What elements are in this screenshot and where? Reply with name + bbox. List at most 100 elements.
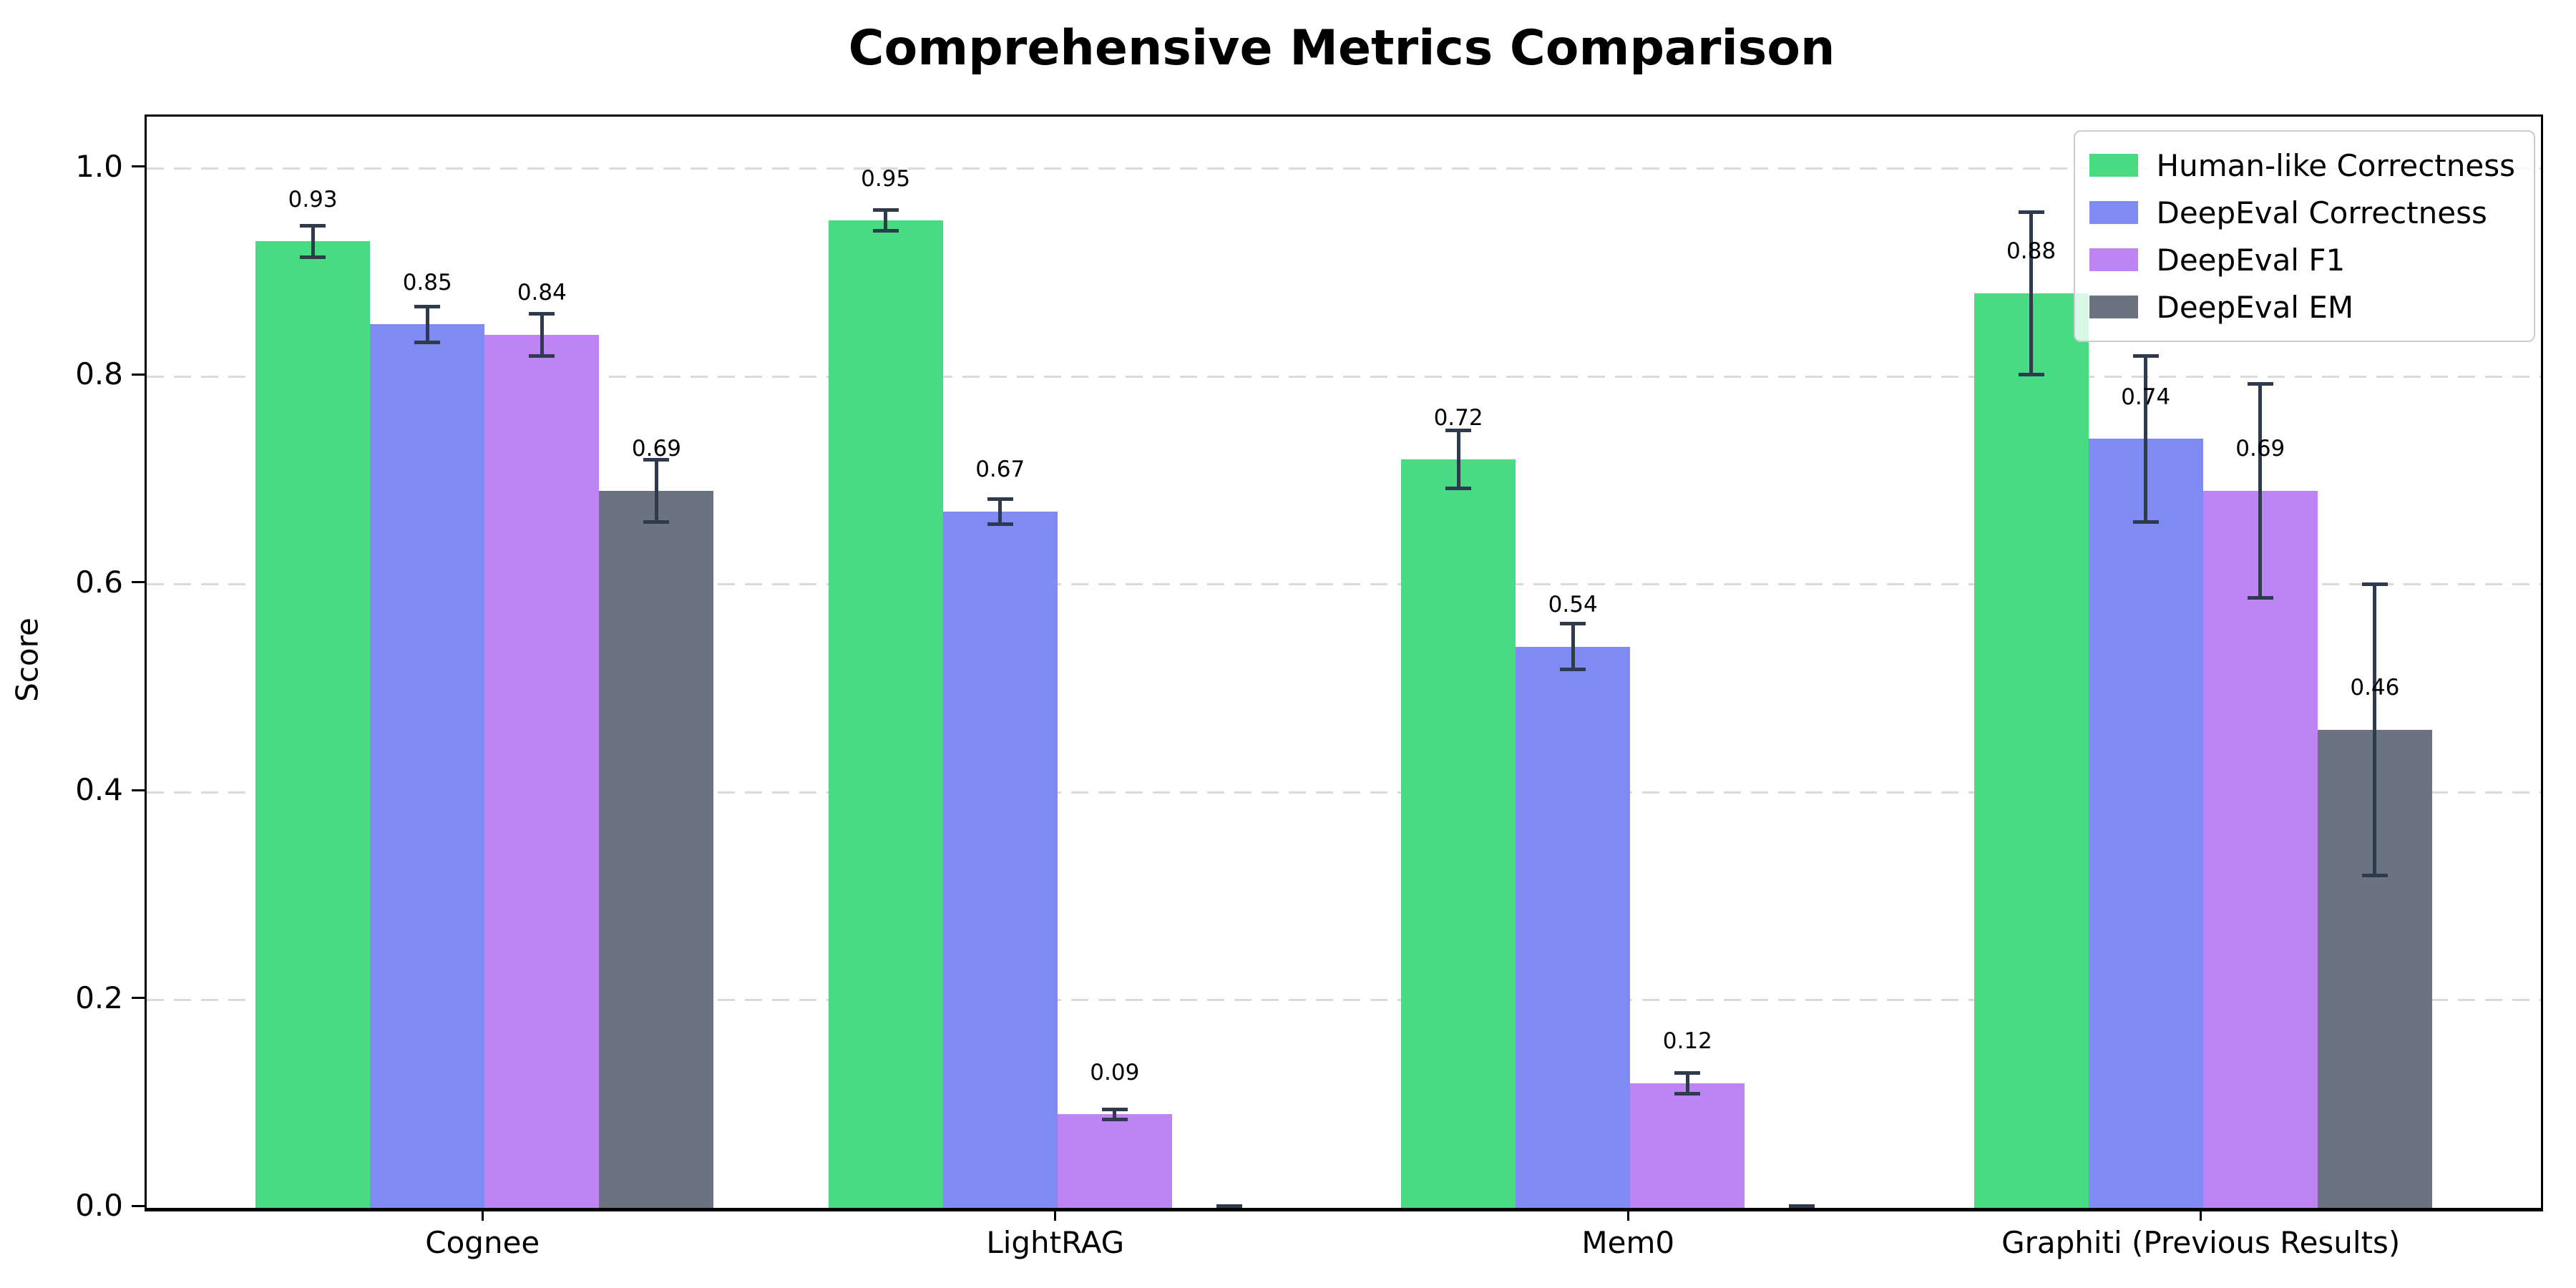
bar-4-3 [2202, 490, 2318, 1208]
bar-2-3 [1057, 1114, 1172, 1208]
y-tick-mark [132, 789, 146, 791]
bar-2-2 [942, 511, 1058, 1208]
error-bar-cap-bottom [2247, 595, 2273, 600]
chart-title: Comprehensive Metrics Comparison [848, 20, 1835, 77]
bar-value-label: 0.72 [1433, 404, 1483, 431]
error-bar-cap-top [529, 312, 555, 316]
error-bar-cap-bottom [1560, 668, 1586, 672]
y-tick-label: 0.4 [75, 772, 123, 808]
legend-swatch [2089, 248, 2138, 271]
error-bar-cap-bottom [643, 519, 670, 524]
error-bar-line [2144, 356, 2148, 522]
legend-item: Human-like Correctness [2089, 142, 2516, 189]
y-tick-mark [132, 581, 146, 584]
error-bar-line [425, 306, 429, 343]
error-bar-cap-top [872, 208, 899, 213]
y-tick-mark [132, 373, 146, 376]
bar-2-1 [828, 220, 943, 1208]
y-tick-mark [132, 1204, 146, 1207]
error-bar-cap-bottom [1101, 1118, 1128, 1122]
error-bar-cap-top [2247, 381, 2273, 386]
bar-value-label: 0.67 [975, 457, 1025, 483]
error-bar-cap-bottom [1674, 1091, 1701, 1096]
legend-item-label: DeepEval F1 [2156, 242, 2346, 278]
error-bar-line [1456, 430, 1460, 489]
error-bar-line [2258, 384, 2263, 598]
bar-value-label: 0.74 [2121, 384, 2171, 410]
y-tick-mark [132, 997, 146, 1000]
error-bar-cap-top [414, 305, 441, 309]
x-tick-label: LightRAG [986, 1225, 1125, 1260]
x-tick-mark [2200, 1209, 2202, 1221]
plot-area: Human-like Correctness DeepEval Correctne… [145, 114, 2543, 1211]
legend-item-label: DeepEval Correctness [2156, 195, 2487, 230]
y-tick-label: 0.6 [75, 564, 123, 600]
grid-line [147, 375, 2541, 378]
error-bar-cap-top [2018, 210, 2044, 215]
legend-swatch [2089, 296, 2138, 318]
bar-value-label: 0.95 [861, 165, 911, 192]
bar-value-label: 0.54 [1548, 592, 1598, 618]
legend: Human-like Correctness DeepEval Correctne… [2073, 130, 2535, 342]
error-bar-cap-top [987, 497, 1013, 501]
error-bar-cap-bottom [2361, 873, 2388, 877]
x-tick-mark [481, 1209, 484, 1221]
error-bar-cap-top [1101, 1107, 1128, 1111]
y-axis-title: Score [9, 618, 45, 702]
bar-value-label: 0.09 [1090, 1059, 1140, 1085]
x-tick-mark [1626, 1209, 1629, 1221]
grid-line [147, 999, 2541, 1002]
error-bar-line [1571, 623, 1575, 670]
bar-1-4 [599, 490, 714, 1208]
error-bar-line [884, 210, 888, 231]
error-bar-cap-bottom [987, 522, 1013, 526]
legend-item: DeepEval EM [2089, 283, 2516, 331]
error-bar-cap-bottom [2132, 519, 2159, 524]
x-tick-label: Mem0 [1581, 1225, 1675, 1260]
error-bar-cap-top [643, 457, 670, 462]
y-tick-label: 0.0 [75, 1188, 123, 1223]
error-bar-cap-top [300, 224, 326, 228]
legend-item-label: Human-like Correctness [2156, 147, 2516, 183]
legend-item-label: DeepEval EM [2156, 289, 2354, 325]
bar-value-label: 0.93 [288, 186, 338, 213]
error-bar-cap-bottom [1216, 1208, 1242, 1211]
error-bar-cap-bottom [1445, 487, 1472, 491]
y-tick-label: 0.8 [75, 356, 123, 392]
error-bar-line [540, 313, 544, 356]
error-bar-cap-bottom [300, 255, 326, 259]
y-tick-label: 1.0 [75, 148, 123, 184]
bar-4-1 [1974, 293, 2089, 1208]
error-bar-cap-top [1216, 1204, 1242, 1208]
legend-item: DeepEval F1 [2089, 236, 2516, 283]
x-tick-mark [1054, 1209, 1057, 1221]
y-tick-mark [132, 165, 146, 168]
error-bar-cap-bottom [1789, 1208, 1815, 1211]
bar-value-label: 0.69 [2235, 436, 2285, 462]
bar-value-label: 0.88 [2006, 238, 2057, 265]
bar-4-2 [2088, 439, 2203, 1208]
bar-1-3 [484, 335, 600, 1208]
error-bar-cap-top [1674, 1070, 1701, 1075]
x-tick-label: Cognee [425, 1225, 540, 1260]
bar-3-2 [1516, 646, 1631, 1208]
error-bar-line [1685, 1073, 1689, 1094]
grid-line [147, 167, 2541, 170]
error-bar-cap-top [2361, 582, 2388, 587]
error-bar-line [2029, 212, 2034, 375]
legend-item: DeepEval Correctness [2089, 189, 2516, 236]
error-bar-cap-bottom [2018, 372, 2044, 376]
error-bar-cap-bottom [414, 340, 441, 344]
error-bar-line [1113, 1109, 1117, 1120]
legend-swatch [2089, 154, 2138, 177]
bar-value-label: 0.12 [1662, 1028, 1712, 1055]
error-bar-cap-top [2132, 353, 2159, 358]
bar-value-label: 0.85 [402, 269, 452, 296]
bar-1-2 [370, 324, 485, 1208]
y-tick-label: 0.2 [75, 980, 123, 1015]
error-bar-line [311, 225, 315, 258]
error-bar-cap-bottom [872, 229, 899, 233]
grid-line [147, 791, 2541, 794]
error-bar-cap-bottom [529, 353, 555, 358]
